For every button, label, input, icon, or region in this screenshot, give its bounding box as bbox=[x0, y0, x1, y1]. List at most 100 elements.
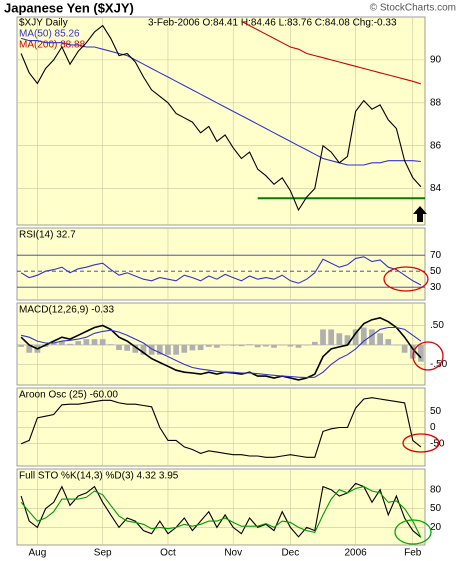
histogram-bar bbox=[303, 344, 310, 346]
series-line bbox=[20, 326, 422, 379]
histogram-bar bbox=[165, 344, 171, 355]
histogram-bar bbox=[156, 344, 163, 355]
quote-label: 3-Feb-2006 O:84.41 H:84.46 L:83.76 C:84.… bbox=[148, 18, 397, 29]
histogram-bar bbox=[263, 344, 269, 347]
panel-title: RSI(14) 32.7 bbox=[19, 230, 76, 241]
y-tick-label: 0 bbox=[430, 422, 436, 433]
histogram-bar bbox=[238, 344, 245, 347]
x-tick-label: 2006 bbox=[345, 548, 368, 559]
y-tick-label: 20 bbox=[430, 522, 442, 533]
histogram-bar bbox=[222, 344, 228, 346]
histogram-bar bbox=[311, 341, 318, 345]
histogram-bar bbox=[42, 344, 49, 347]
histogram-bar bbox=[148, 344, 155, 355]
credit: © StockCharts.com bbox=[370, 3, 456, 14]
histogram-bar bbox=[271, 344, 277, 348]
annotations bbox=[383, 206, 444, 545]
histogram-bar bbox=[393, 344, 400, 346]
x-tick-label: Dec bbox=[281, 548, 299, 559]
histogram-bar bbox=[67, 343, 73, 345]
y-tick-label: 88 bbox=[430, 97, 442, 108]
panel-background bbox=[16, 227, 426, 301]
histogram-bar bbox=[205, 344, 212, 347]
panels: 84868890Japanese Yen ($XJY)$XJY Daily3-F… bbox=[16, 16, 448, 559]
legend-entry: MA(200) 88.88 bbox=[19, 40, 86, 51]
histogram-bar bbox=[377, 333, 383, 345]
y-tick-label: 86 bbox=[430, 140, 442, 151]
histogram-bar bbox=[173, 344, 179, 355]
histogram-bar bbox=[409, 344, 416, 359]
y-tick-label: -50 bbox=[430, 438, 445, 449]
histogram-bar bbox=[360, 327, 367, 345]
histogram-bar bbox=[99, 339, 106, 345]
histogram-bar bbox=[197, 344, 204, 351]
histogram-bar bbox=[83, 339, 90, 345]
x-tick-label: Feb bbox=[404, 548, 422, 559]
histogram-bar bbox=[287, 344, 294, 347]
histogram-bar bbox=[279, 344, 286, 346]
y-tick-label: 50 bbox=[430, 503, 442, 514]
histogram-bar bbox=[418, 344, 424, 362]
y-tick-label: 30 bbox=[430, 282, 442, 293]
histogram-bar bbox=[328, 329, 335, 345]
chart-title: Japanese Yen ($XJY) bbox=[4, 0, 134, 15]
histogram-bar bbox=[336, 333, 343, 345]
y-tick-label: 90 bbox=[430, 55, 442, 66]
y-tick-label: -.50 bbox=[430, 359, 448, 370]
series-line bbox=[20, 37, 421, 166]
panel-title: MACD(12,26,9) -0.33 bbox=[19, 305, 114, 316]
histogram-bar bbox=[254, 344, 261, 348]
panel-background bbox=[16, 468, 426, 546]
histogram-bar bbox=[59, 341, 65, 345]
panel-title: Aroon Osc (25) -60.00 bbox=[19, 390, 118, 401]
y-tick-label: 50 bbox=[430, 406, 442, 417]
histogram-bar bbox=[18, 344, 24, 347]
symbol-label: $XJY Daily bbox=[19, 18, 68, 29]
histogram-bar bbox=[401, 344, 408, 353]
panel-background bbox=[16, 16, 426, 226]
histogram-bar bbox=[124, 344, 131, 351]
histogram-bar bbox=[344, 335, 351, 345]
series-line bbox=[20, 486, 422, 538]
histogram-bar bbox=[295, 344, 302, 348]
histogram-bar bbox=[230, 344, 237, 346]
series-line bbox=[20, 482, 422, 538]
series-line bbox=[20, 256, 422, 286]
highlight-circle bbox=[383, 266, 429, 292]
series-line bbox=[20, 24, 422, 212]
highlight-circle bbox=[394, 519, 432, 545]
highlight-circle bbox=[402, 433, 440, 453]
series-line bbox=[20, 397, 422, 458]
series-line bbox=[20, 316, 422, 381]
histogram-bar bbox=[107, 344, 114, 345]
x-tick-label: Oct bbox=[160, 548, 176, 559]
x-tick-label: Nov bbox=[224, 548, 242, 559]
histogram-bar bbox=[214, 344, 220, 348]
histogram-bar bbox=[75, 341, 82, 345]
y-tick-label: .50 bbox=[430, 320, 444, 331]
panel-title: Full STO %K(14,3) %D(3) 4.32 3.95 bbox=[19, 471, 179, 482]
highlight-circle bbox=[412, 341, 444, 371]
histogram-bar bbox=[132, 344, 139, 353]
histogram-bar bbox=[352, 329, 359, 345]
y-tick-label: 70 bbox=[430, 250, 442, 261]
x-tick-label: Sep bbox=[94, 548, 112, 559]
series-line bbox=[241, 20, 422, 85]
histogram-bar bbox=[50, 343, 57, 345]
histogram-bar bbox=[385, 339, 392, 345]
y-tick-label: 50 bbox=[430, 266, 442, 277]
legend-entry: MA(50) 85.26 bbox=[19, 29, 80, 40]
histogram-bar bbox=[181, 344, 188, 353]
histogram-bar bbox=[91, 339, 98, 345]
y-tick-label: 80 bbox=[430, 484, 442, 495]
arrow bbox=[413, 206, 427, 222]
histogram-bar bbox=[26, 344, 33, 353]
histogram-bar bbox=[246, 344, 253, 345]
y-tick-label: 84 bbox=[430, 183, 442, 194]
histogram-bar bbox=[320, 329, 326, 345]
histogram-bar bbox=[140, 344, 147, 355]
x-tick-label: Aug bbox=[29, 548, 47, 559]
histogram-bar bbox=[369, 329, 375, 345]
histogram-bar bbox=[189, 344, 196, 351]
